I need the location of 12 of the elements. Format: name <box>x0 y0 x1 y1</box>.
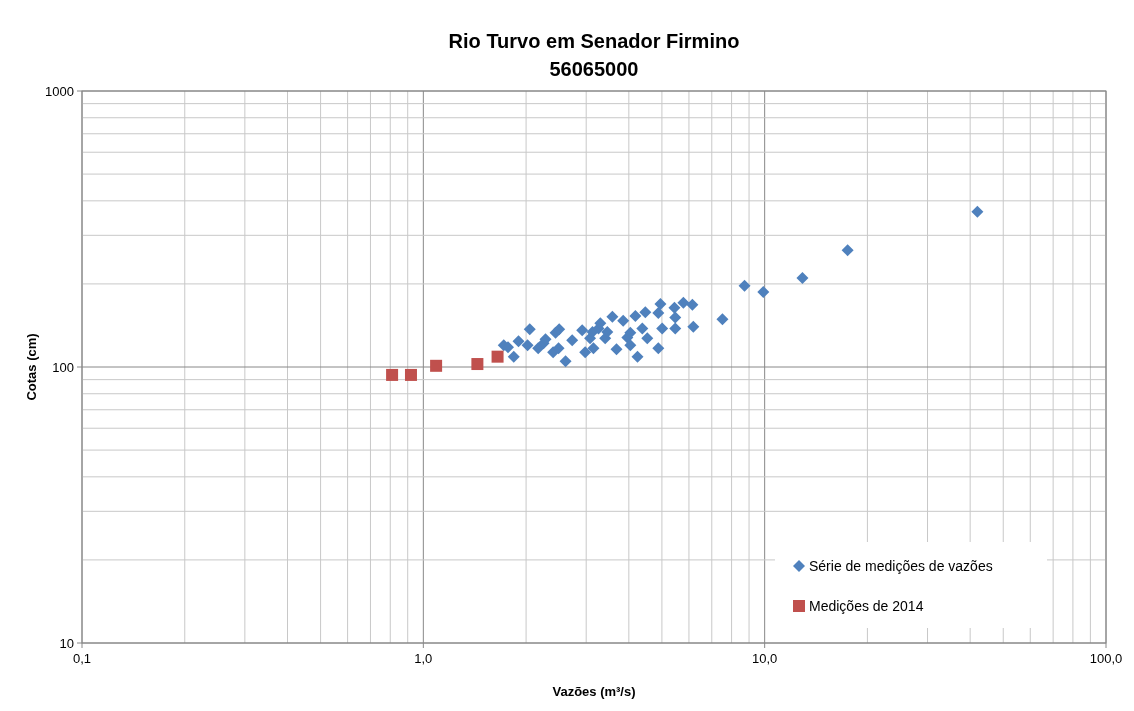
legend-label: Medições de 2014 <box>809 598 924 614</box>
legend-label: Série de medições de vazões <box>809 558 993 574</box>
x-tick-label: 1,0 <box>414 651 433 666</box>
y-tick-label: 100 <box>52 360 74 375</box>
x-tick-label: 100,0 <box>1089 651 1123 666</box>
y-tick-label: 1000 <box>45 84 74 99</box>
x-axis-title: Vazões (m³/s) <box>552 684 636 699</box>
x-tick-label: 10,0 <box>752 651 778 666</box>
y-tick-label: 10 <box>59 636 74 651</box>
x-tick-label: 0,1 <box>72 651 92 666</box>
chart-title: Rio Turvo em Senador Firmino 56065000 <box>448 30 740 80</box>
y-axis-title: Cotas (cm) <box>24 333 39 401</box>
